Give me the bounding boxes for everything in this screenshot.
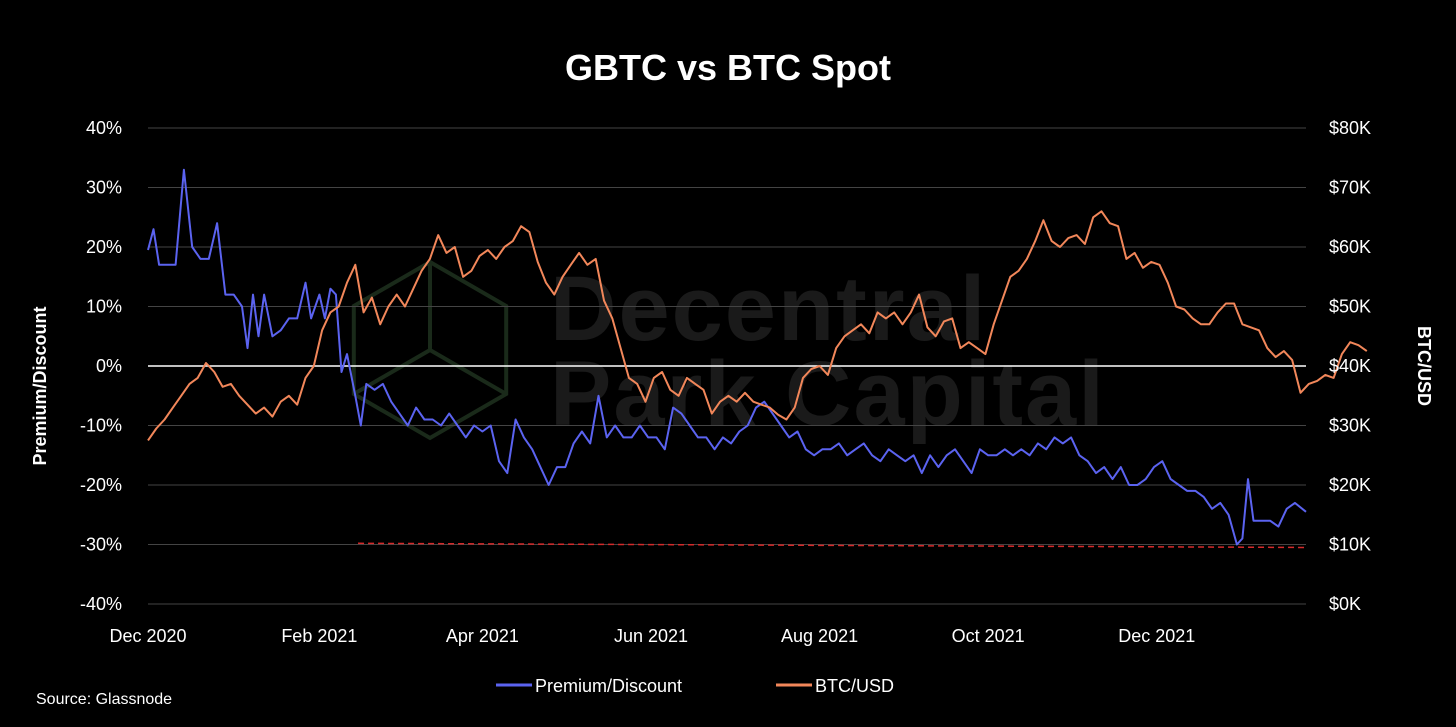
y-left-tick-label: 0% [96,356,122,376]
x-tick-label: Apr 2021 [446,626,519,646]
x-tick-label: Aug 2021 [781,626,858,646]
y-left-tick-label: -40% [80,594,122,614]
watermark-line-2: Park Capital [550,343,1106,445]
y-left-tick-label: 20% [86,237,122,257]
y-right-tick-label: $30K [1329,416,1371,436]
gridlines [148,127,1306,605]
series-layer [147,168,1368,549]
y-left-tick-label: -20% [80,475,122,495]
y-left-tick-label: -30% [80,535,122,555]
y-left-tick-label: 30% [86,178,122,198]
y-right-tick-label: $40K [1329,356,1371,376]
source-note: Source: Glassnode [36,691,172,708]
y-right-tick-label: $0K [1329,594,1361,614]
chart-title: GBTC vs BTC Spot [565,47,891,88]
x-tick-label: Oct 2021 [952,626,1025,646]
y-right-tick-label: $80K [1329,118,1371,138]
y-right-axis-title: BTC/USD [1414,326,1434,406]
x-tick-label: Jun 2021 [614,626,688,646]
legend-premium-label: Premium/Discount [535,676,682,696]
reference-line [358,542,1307,549]
x-tick-label: Feb 2021 [281,626,357,646]
y-left-axis-title: Premium/Discount [30,306,50,465]
watermark-logo-spoke [428,348,508,396]
x-tick-label: Dec 2021 [1118,626,1195,646]
y-left-tick-label: 40% [86,118,122,138]
y-right-tick-label: $10K [1329,535,1371,555]
tick-labels: 40% 30% 20% 10% 0% -10% -20% -30% -40% $80K $70K $6… [80,118,1371,646]
legend: Premium/Discount BTC/USD [496,676,894,696]
y-left-tick-label: -10% [80,416,122,436]
btc-usd-line [147,210,1368,441]
y-right-tick-label: $70K [1329,178,1371,198]
y-right-tick-label: $60K [1329,237,1371,257]
y-right-tick-label: $50K [1329,297,1371,317]
legend-btc-label: BTC/USD [815,676,894,696]
premium-discount-line [147,168,1307,546]
y-right-tick-label: $20K [1329,475,1371,495]
x-tick-label: Dec 2020 [109,626,186,646]
y-left-tick-label: 10% [86,297,122,317]
